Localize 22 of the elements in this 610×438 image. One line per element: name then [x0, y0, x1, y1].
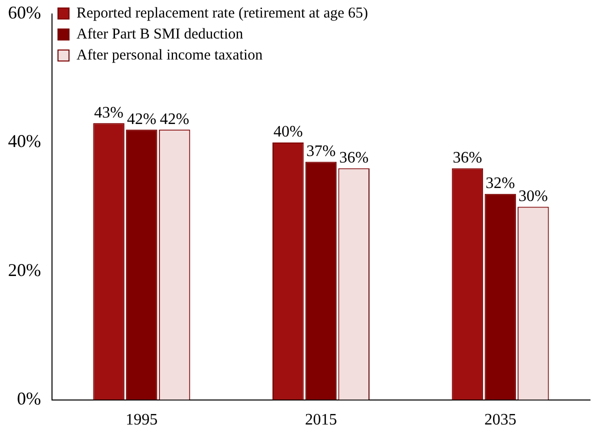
legend-label: After Part B SMI deduction	[76, 26, 244, 42]
x-tick-label: 2015	[304, 412, 337, 429]
bar	[126, 130, 158, 400]
x-tick-label: 1995	[126, 412, 158, 429]
data-label: 36%	[452, 149, 482, 166]
data-label: 40%	[273, 124, 303, 141]
x-tick-label: 2035	[484, 412, 516, 429]
y-tick-label: 40%	[8, 131, 41, 152]
y-tick-label: 0%	[16, 388, 41, 409]
data-label: 42%	[160, 110, 190, 128]
data-label: 42%	[127, 110, 156, 128]
data-label: 37%	[306, 142, 336, 160]
bar	[305, 162, 337, 400]
data-label: 36%	[339, 149, 369, 166]
legend-label: Reported replacement rate (retirement at age 65)	[76, 5, 368, 22]
data-label: 32%	[486, 175, 515, 192]
bar	[484, 194, 516, 400]
legend-label: After personal income taxation	[76, 47, 264, 64]
y-tick-label: 60%	[8, 2, 41, 23]
data-label: 30%	[518, 188, 548, 206]
y-tick-label: 20%	[8, 260, 41, 280]
data-label: 43%	[94, 104, 124, 122]
